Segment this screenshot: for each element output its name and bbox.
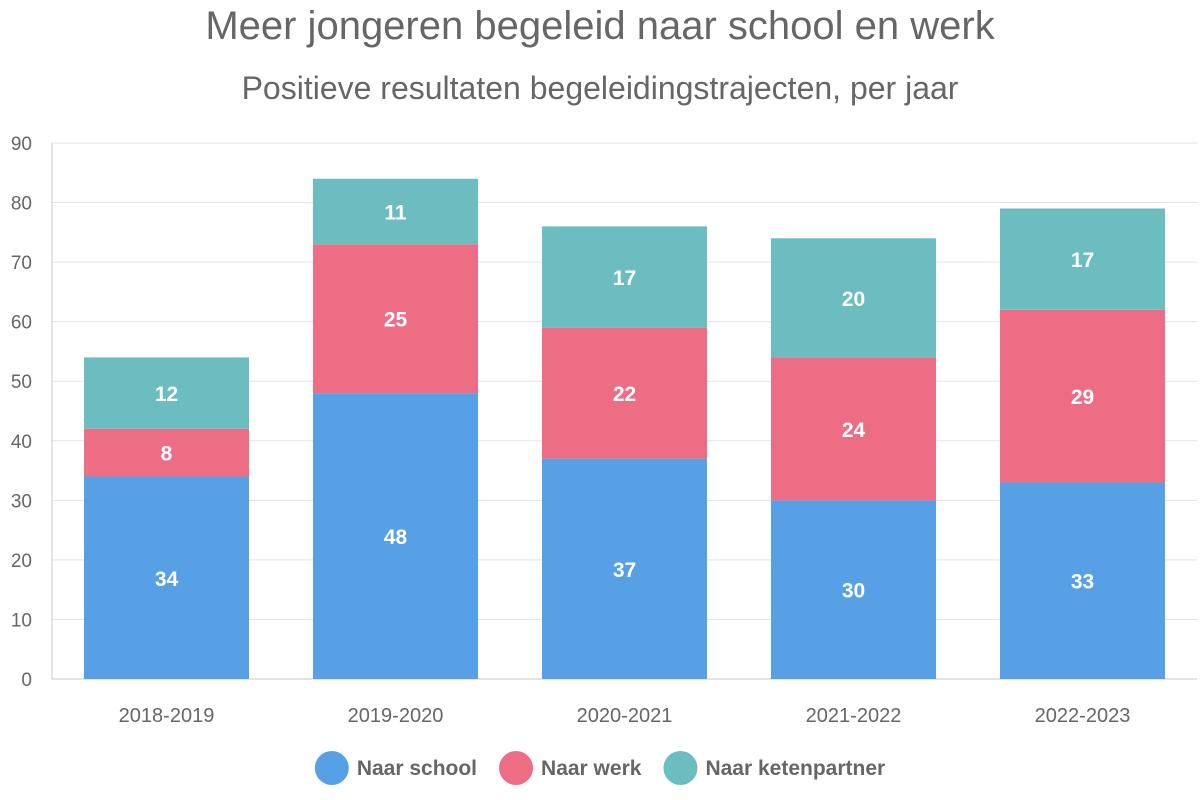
data-label: 8	[161, 443, 173, 466]
data-label: 12	[155, 383, 178, 406]
bar-segment	[1000, 482, 1165, 679]
bar-segment	[1000, 309, 1165, 483]
legend-label[interactable]: Naar school	[357, 757, 477, 780]
legend-swatch[interactable]	[663, 751, 698, 785]
x-tick-label: 2020-2021	[577, 705, 673, 727]
data-label: 22	[613, 383, 636, 406]
data-label: 29	[1071, 386, 1094, 409]
bar-segment	[84, 428, 249, 477]
bar-segment	[84, 476, 249, 679]
data-label: 20	[842, 288, 865, 311]
y-tick-label: 0	[21, 670, 32, 691]
data-label: 34	[155, 568, 179, 591]
y-tick-label: 20	[11, 551, 32, 572]
data-label: 24	[842, 419, 866, 442]
bar-segment	[542, 226, 707, 328]
legend-label[interactable]: Naar werk	[541, 757, 642, 780]
chart-subtitle: Positieve resultaten begeleidingstraject…	[241, 70, 959, 106]
data-label: 30	[842, 580, 865, 603]
y-tick-label: 10	[11, 610, 32, 631]
data-label: 11	[384, 201, 407, 224]
bar-segment	[84, 357, 249, 429]
data-label: 17	[613, 267, 636, 290]
y-tick-label: 40	[11, 432, 32, 453]
bar-segment	[313, 244, 478, 394]
bar-segment	[542, 458, 707, 679]
bar-segment	[313, 178, 478, 245]
data-label: 48	[384, 526, 408, 549]
y-tick-label: 50	[11, 372, 32, 393]
legend-swatch[interactable]	[499, 751, 534, 785]
x-tick-label: 2019-2020	[348, 705, 444, 727]
y-tick-label: 80	[11, 194, 32, 215]
y-tick-label: 60	[11, 313, 32, 334]
chart-title: Meer jongeren begeleid naar school en we…	[205, 4, 995, 48]
bar-segment	[542, 327, 707, 459]
data-label: 25	[384, 309, 408, 332]
bar-segment	[313, 393, 478, 679]
y-tick-label: 90	[11, 134, 32, 155]
bar-segment	[771, 500, 936, 679]
data-label: 37	[613, 559, 636, 582]
y-tick-label: 30	[11, 491, 32, 512]
legend-swatch[interactable]	[314, 751, 349, 785]
y-tick-label: 70	[11, 253, 32, 274]
bar-segment	[1000, 208, 1165, 310]
x-tick-label: 2021-2022	[806, 705, 902, 727]
data-label: 33	[1071, 571, 1094, 594]
x-tick-label: 2022-2023	[1035, 705, 1131, 727]
bar-segment	[771, 357, 936, 501]
legend-label[interactable]: Naar ketenpartner	[705, 757, 885, 780]
data-label: 17	[1071, 249, 1094, 272]
bar-segment	[771, 238, 936, 358]
x-tick-label: 2018-2019	[119, 705, 215, 727]
